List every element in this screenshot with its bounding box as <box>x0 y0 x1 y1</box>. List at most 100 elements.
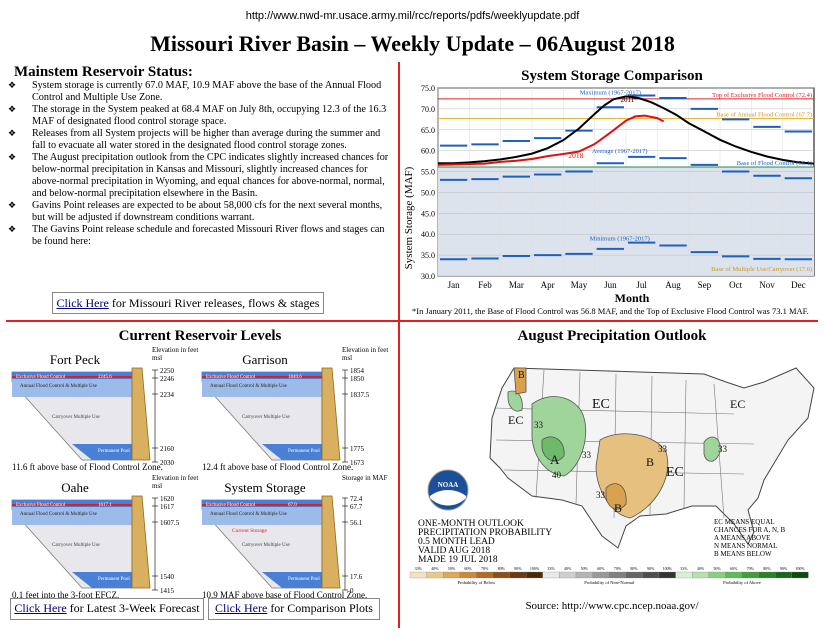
colorbar-tick: 70% <box>481 566 489 571</box>
colorbar-tick: 33% <box>680 566 688 571</box>
colorbar-swatch <box>658 571 676 579</box>
below-area-nw <box>513 367 527 395</box>
storage-chart-footnote: *In January 2011, the Base of Flood Cont… <box>412 306 809 316</box>
colorbar-swatch <box>459 571 477 579</box>
colorbar-swatch <box>492 571 510 579</box>
below-area-core <box>605 483 627 510</box>
page-title: Missouri River Basin – Weekly Update – 0… <box>150 31 675 56</box>
axis-header: Storage in MAF <box>342 474 388 482</box>
bullet-icon: ❖ <box>8 225 17 235</box>
bullet-icon: ❖ <box>8 201 17 211</box>
zone-label-carry: Carryover Multiple Use <box>52 543 101 548</box>
levels-title: Current Reservoir Levels <box>118 328 282 344</box>
colorbar-swatch <box>642 571 660 579</box>
river-releases-link[interactable]: Click Here <box>56 296 109 310</box>
y-tick-label: 30.0 <box>421 272 435 281</box>
elevation-tick-label: 1620 <box>160 495 175 503</box>
zone-label-excl: Exclusive Flood Control <box>16 503 66 508</box>
colorbar-tick: 40% <box>697 566 705 571</box>
colorbar-category: Probability of Below <box>458 580 496 585</box>
colorbar-tick: 60% <box>597 566 605 571</box>
colorbar-tick: 40% <box>564 566 572 571</box>
colorbar-swatch <box>476 571 494 579</box>
legend-line: CHANCES FOR A, N, B <box>714 526 786 534</box>
colorbar-swatch <box>758 571 776 579</box>
reservoir-name: Fort Peck <box>49 352 101 367</box>
reservoir-caption: 10.9 MAF above base of Flood Control Zon… <box>202 590 368 600</box>
permanent-pool <box>72 444 132 460</box>
axis-header: Elevation in feet msl <box>342 346 389 362</box>
elevation-tick-label: 56.1 <box>350 519 363 527</box>
reservoir-name: Oahe <box>61 480 89 495</box>
map-label: 33 <box>718 444 728 454</box>
elevation-tick-label: 1607.5 <box>160 519 180 527</box>
outlook-line: VALID AUG 2018 <box>418 546 490 556</box>
zone-label-annual: Annual Flood Control & Multiple Use <box>210 512 288 517</box>
map-label: EC <box>508 413 523 427</box>
y-tick-label: 55.0 <box>421 168 435 177</box>
x-tick-label: Jul <box>636 280 647 290</box>
colorbar-tick: 90% <box>647 566 655 571</box>
x-tick-label: Apr <box>541 280 555 290</box>
status-bullet-list: ❖ System storage is currently 67.0 MAF, 1… <box>6 80 391 248</box>
minimum-label: Minimum (1967-2017) <box>590 235 650 242</box>
base-flood-label: Base of Flood Control (56.1) <box>737 160 812 167</box>
annual-zone <box>202 379 322 397</box>
elevation-tick-label: 1673 <box>350 459 365 467</box>
pdf-url: http://www.nwd-mr.usace.army.mil/rcc/rep… <box>245 10 580 22</box>
map-label: 40 <box>552 470 562 480</box>
current-storage-label: Current Storage <box>232 528 268 534</box>
colorbar-swatch <box>625 571 643 579</box>
colorbar-swatch <box>775 571 792 579</box>
colorbar-tick: 33% <box>415 566 423 571</box>
forecast-link-suffix: for Latest 3-Week Forecast <box>66 601 200 615</box>
y-tick-label: 40.0 <box>421 230 435 239</box>
elevation-tick-label: 2250 <box>160 367 175 375</box>
bullet-icon: ❖ <box>8 129 17 139</box>
average-label: Average (1967-2017) <box>592 148 648 155</box>
map-labels: EC EC EC EC A B B B 33 33 33 33 33 40 <box>508 370 745 515</box>
forecast-link[interactable]: Click Here <box>14 601 67 615</box>
y-tick-label: 60.0 <box>421 147 435 156</box>
bullet-icon: ❖ <box>8 81 17 91</box>
precip-outlook-map: EC EC EC EC A B B B 33 33 33 33 33 40 NOAA ONE-MONTH … <box>404 348 820 588</box>
outlook-line: ONE-MONTH OUTLOOK <box>418 519 524 529</box>
precip-title: August Precipitation Outlook <box>517 328 707 344</box>
comparison-link[interactable]: Click Here <box>215 601 268 615</box>
colorbar-tick: 50% <box>581 566 589 571</box>
status-bullet: ❖ The storage in the System peaked at 68.… <box>8 104 387 127</box>
colorbar-swatch <box>509 571 527 579</box>
map-label: B <box>614 501 622 515</box>
current-value: 2245.6 <box>98 375 112 380</box>
colorbar-tick: 80% <box>763 566 771 571</box>
status-bullet: ❖ Gavins Point releases are expected to b… <box>8 200 383 223</box>
colorbar-tick: 100% <box>663 566 673 571</box>
colorbar-swatch <box>692 571 709 579</box>
x-tick-label: Jun <box>604 280 617 290</box>
colorbar-tick: 100% <box>530 566 540 571</box>
colorbar-swatch <box>575 571 593 579</box>
bullet-icon: ❖ <box>8 153 17 163</box>
map-label: EC <box>592 397 610 412</box>
elevation-tick-label: 2030 <box>160 459 175 467</box>
elevation-tick-label: 72.4 <box>350 495 363 503</box>
permanent-pool <box>262 444 322 460</box>
elevation-tick-label: 1775 <box>350 445 365 453</box>
current-value: 67.0 <box>288 503 297 508</box>
x-tick-label: Dec <box>791 280 806 290</box>
series-line-2011 <box>438 95 815 165</box>
x-tick-label: Feb <box>478 280 492 290</box>
map-label: A <box>550 452 560 467</box>
noaa-logo: NOAA <box>427 469 469 511</box>
colorbar-tick: 100% <box>795 566 805 571</box>
reservoir-panel: System Storage Exclusive Flood Control 67.… <box>200 474 390 605</box>
river-releases-link-box: Click Here for Missouri River releases, … <box>52 292 324 314</box>
colorbar-tick: 40% <box>431 566 439 571</box>
base-annual-label: Base of Annual Flood Control (67.7) <box>716 111 812 118</box>
zone-label-carry: Carryover Multiple Use <box>52 415 101 420</box>
zone-label-perm: Permanent Pool <box>288 577 320 582</box>
permanent-pool <box>262 572 322 588</box>
top-excl-label: Top of Exclusive Flood Control (72.4) <box>712 92 812 99</box>
